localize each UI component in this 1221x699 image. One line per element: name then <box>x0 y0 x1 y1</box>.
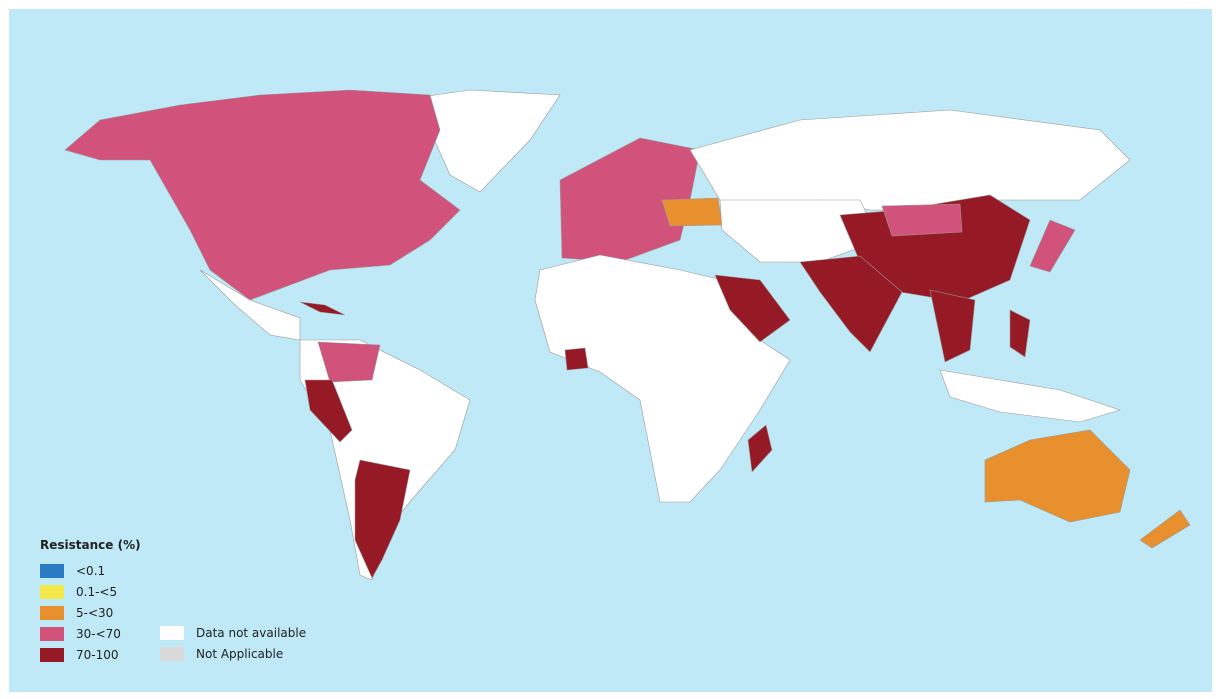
region-japan <box>1029 219 1076 273</box>
legend-label: 5-<30 <box>76 605 114 620</box>
legend-label: 70-100 <box>76 647 119 662</box>
legend-label: Data not available <box>196 625 307 640</box>
region-mongolia <box>881 203 963 237</box>
region-madagascar <box>747 424 773 473</box>
region-ukraine <box>661 197 723 227</box>
legend-extra: Data not available Not Applicable <box>160 622 306 664</box>
region-australia <box>984 429 1131 523</box>
legend-label: 0.1-<5 <box>76 584 118 599</box>
legend-label: Not Applicable <box>196 646 284 661</box>
legend-label: 30-<70 <box>76 626 121 641</box>
region-saudi-arabia <box>714 274 791 343</box>
region-peru <box>304 379 353 443</box>
legend-item: 5-<30 <box>40 602 141 623</box>
region-canada-usa <box>64 89 461 301</box>
legend-item: Data not available <box>160 622 306 643</box>
legend-swatch <box>40 647 64 662</box>
legend-swatch <box>160 625 184 640</box>
region-new-zealand <box>1139 509 1191 549</box>
legend-item: 70-100 <box>40 644 141 665</box>
legend-label: <0.1 <box>76 563 106 578</box>
region-india <box>799 255 903 353</box>
legend-title: Resistance (%) <box>40 538 141 552</box>
region-southeast-asia <box>929 289 976 363</box>
region-indonesia <box>939 369 1121 423</box>
legend-item: Not Applicable <box>160 643 306 664</box>
legend-swatch <box>40 584 64 599</box>
region-cuba <box>299 301 346 316</box>
region-philippines <box>1009 309 1031 358</box>
legend-item: 30-<70 <box>40 623 141 644</box>
legend-swatch <box>40 563 64 578</box>
world-map <box>9 9 1212 692</box>
legend-swatch <box>160 646 184 661</box>
legend-item: 0.1-<5 <box>40 581 141 602</box>
legend-item: <0.1 <box>40 560 141 581</box>
legend-swatch <box>40 626 64 641</box>
region-colombia-venezuela <box>317 341 381 383</box>
map-svg <box>64 89 1191 581</box>
region-argentina <box>354 459 411 579</box>
legend-swatch <box>40 605 64 620</box>
legend: Resistance (%) <0.1 0.1-<5 5-<30 30-<70 … <box>40 538 141 665</box>
region-ivory-coast <box>564 347 589 371</box>
